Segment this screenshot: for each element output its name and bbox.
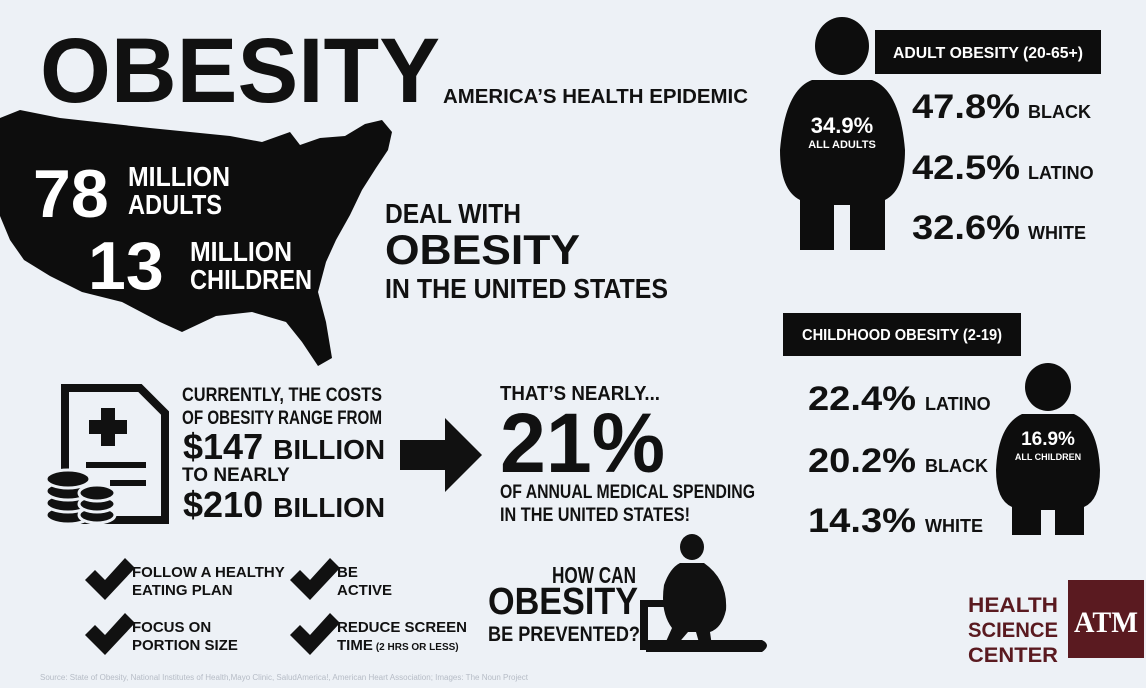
tip-line2: ACTIVE: [337, 582, 392, 599]
unit: BILLION: [273, 434, 385, 465]
checkmark: [290, 613, 340, 655]
adult-heading: ADULT OBESITY (20-65+): [893, 45, 1083, 62]
rate-group: BLACK: [1028, 102, 1091, 122]
rate-value: 20.2%: [808, 442, 916, 480]
logo-line1: HEALTH: [968, 594, 1058, 617]
tip-line1: REDUCE SCREEN: [337, 619, 467, 636]
checkmark: [85, 613, 135, 655]
adults-line2: ADULTS: [128, 189, 222, 220]
child-figure: [996, 363, 1100, 535]
rate-group: WHITE: [925, 516, 983, 536]
prevent-line1: HOW CAN: [552, 562, 636, 588]
body: [780, 80, 905, 250]
rate-value: 22.4%: [808, 380, 916, 418]
tip-line2: EATING PLAN: [132, 582, 233, 599]
checkmark: [290, 558, 340, 600]
children-number: 13: [88, 228, 164, 304]
child-rows: 22.4% LATINO 20.2% BLACK 14.3% WHITE: [808, 380, 991, 540]
child-overall-label: ALL CHILDREN: [1015, 452, 1081, 462]
unit: BILLION: [273, 492, 385, 523]
coins: [44, 468, 117, 526]
tip-note: (2 HRS OR LESS): [376, 642, 459, 653]
costs-line2: OF OBESITY RANGE FROM: [182, 408, 382, 429]
share-line2: IN THE UNITED STATES!: [500, 505, 690, 526]
tip-line2-text: TIME: [337, 637, 373, 654]
share-percent: 21%: [500, 396, 665, 490]
treadmill-figure: [640, 534, 767, 652]
costs-low: $147 BILLION: [183, 426, 385, 467]
costs-high: $210 BILLION: [183, 484, 385, 525]
head: [1025, 363, 1071, 411]
adult-overall: 34.9%: [811, 113, 873, 138]
source: Source: State of Obesity, National Insti…: [40, 673, 529, 682]
deal-line3: IN THE UNITED STATES: [385, 273, 668, 304]
adults-line1: MILLION: [128, 161, 230, 192]
tip-line1: FOCUS ON: [132, 619, 211, 636]
coin: [44, 468, 92, 490]
tip-line2: PORTION SIZE: [132, 637, 238, 654]
head: [680, 534, 704, 560]
body: [663, 563, 727, 646]
children-line1: MILLION: [190, 236, 292, 267]
treadmill-handle: [640, 600, 680, 607]
doc-line: [86, 462, 146, 468]
coin: [77, 483, 117, 503]
adult-rows: 47.8% BLACK 42.5% LATINO 32.6% WHITE: [912, 88, 1094, 247]
tip-line1: FOLLOW A HEALTHY: [132, 564, 285, 581]
logo-mark: ATM: [1074, 606, 1138, 639]
share-line1: OF ANNUAL MEDICAL SPENDING: [500, 482, 755, 503]
deal-line1: DEAL WITH: [385, 198, 521, 229]
child-heading: CHILDHOOD OBESITY (2-19): [802, 327, 1002, 344]
checkmark: [85, 558, 135, 600]
costs-line1: CURRENTLY, THE COSTS: [182, 385, 382, 406]
rate-group: LATINO: [1028, 163, 1094, 183]
title: OBESITY: [40, 20, 440, 122]
logo-line3: CENTER: [968, 644, 1058, 667]
adult-heading-box: [875, 30, 1101, 74]
arrow: [400, 418, 482, 492]
share-intro: THAT’S NEARLY...: [500, 383, 660, 405]
costs-to: TO NEARLY: [182, 465, 290, 486]
tip-line1: BE: [337, 564, 358, 581]
rate-value: 14.3%: [808, 502, 916, 540]
body: [996, 414, 1100, 535]
prevent-line2: OBESITY: [488, 581, 638, 623]
treadmill-belt: [646, 640, 767, 652]
doc-line: [110, 480, 146, 486]
children-line2: CHILDREN: [190, 264, 312, 295]
rate-value: 47.8%: [912, 88, 1020, 126]
us-map: [0, 110, 392, 366]
tip-line2-text: ACTIVE: [337, 582, 392, 599]
rate-group: LATINO: [925, 394, 991, 414]
tip-line2-text: EATING PLAN: [132, 582, 233, 599]
tip-line2-text: PORTION SIZE: [132, 637, 238, 654]
logo-line2: SCIENCE: [968, 619, 1058, 642]
rate-value: 32.6%: [912, 209, 1020, 247]
amount: $210: [183, 484, 263, 525]
cross-h: [89, 420, 127, 434]
treadmill-post: [640, 605, 648, 650]
logo-box: [1068, 580, 1144, 658]
deal-line2: OBESITY: [385, 226, 580, 273]
child-overall: 16.9%: [1021, 429, 1075, 450]
tip-line2: TIME (2 HRS OR LESS): [337, 637, 459, 654]
rate-group: BLACK: [925, 456, 988, 476]
child-heading-box: [783, 313, 1021, 356]
bill-icon: [44, 384, 169, 526]
prevent-line3: BE PREVENTED?: [488, 623, 640, 646]
adult-overall-label: ALL ADULTS: [808, 139, 876, 151]
adult-figure: [780, 17, 905, 250]
rate-group: WHITE: [1028, 223, 1086, 243]
subtitle: AMERICA’S HEALTH EPIDEMIC: [443, 86, 748, 108]
adults-number: 78: [33, 156, 109, 232]
amount: $147: [183, 426, 263, 467]
head: [815, 17, 869, 75]
rate-value: 42.5%: [912, 149, 1020, 187]
